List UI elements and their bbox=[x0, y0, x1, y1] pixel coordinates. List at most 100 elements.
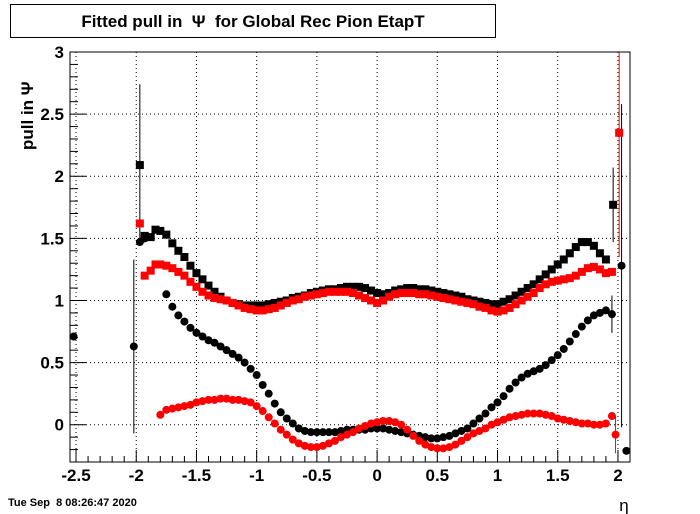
plot-frame bbox=[69, 51, 631, 463]
data-point-square bbox=[156, 260, 165, 269]
data-point-circle bbox=[511, 412, 520, 421]
data-point-circle bbox=[433, 444, 442, 453]
data-point-circle bbox=[192, 398, 201, 407]
data-point-circle bbox=[601, 306, 610, 315]
data-point-square bbox=[451, 291, 460, 300]
data-point-square bbox=[433, 287, 442, 296]
data-point-circle bbox=[174, 403, 183, 412]
data-point-circle bbox=[385, 425, 394, 434]
data-point-circle bbox=[312, 428, 321, 437]
data-point-circle bbox=[222, 346, 231, 355]
data-point-circle bbox=[517, 373, 526, 382]
data-point-circle bbox=[162, 405, 171, 414]
data-point-square bbox=[276, 301, 285, 310]
data-point-square bbox=[451, 296, 460, 305]
data-point-circle bbox=[583, 316, 592, 325]
data-point-square bbox=[355, 291, 364, 300]
data-point-square bbox=[595, 249, 604, 258]
data-point-circle bbox=[541, 410, 550, 419]
data-point-circle bbox=[565, 417, 574, 425]
data-point-circle bbox=[445, 443, 454, 452]
data-point-circle bbox=[140, 234, 149, 243]
data-point-circle bbox=[469, 429, 478, 438]
data-point-square bbox=[541, 270, 550, 279]
data-point-circle bbox=[180, 402, 189, 411]
data-point-square bbox=[306, 291, 315, 300]
x-tick-label: 2 bbox=[613, 466, 622, 485]
data-point-circle bbox=[523, 409, 532, 418]
data-point-circle bbox=[463, 424, 472, 433]
data-point-circle bbox=[559, 344, 568, 353]
data-point-square bbox=[589, 262, 598, 271]
data-point-square bbox=[463, 298, 472, 307]
data-point-circle bbox=[523, 369, 532, 378]
data-point-square bbox=[571, 243, 580, 252]
data-point-square bbox=[270, 298, 279, 307]
data-point-square bbox=[583, 264, 592, 273]
data-point-circle bbox=[246, 398, 255, 407]
x-tick-label: 1.5 bbox=[546, 466, 570, 485]
data-point-square bbox=[186, 261, 195, 270]
data-point-circle bbox=[318, 428, 327, 437]
data-point-circle bbox=[336, 426, 345, 435]
data-point-square bbox=[228, 298, 237, 307]
data-point-square bbox=[553, 276, 562, 285]
data-point-circle bbox=[180, 317, 189, 326]
data-point-circle bbox=[264, 389, 273, 398]
data-point-square bbox=[146, 266, 155, 275]
data-point-square bbox=[373, 289, 382, 298]
data-point-square bbox=[415, 290, 424, 299]
data-point-circle bbox=[234, 395, 243, 404]
data-point-circle bbox=[529, 367, 538, 376]
data-point-square bbox=[349, 282, 358, 291]
data-point-circle bbox=[421, 433, 430, 442]
data-point-square bbox=[505, 295, 514, 304]
data-point-circle bbox=[355, 424, 364, 433]
data-point-square bbox=[174, 246, 183, 255]
data-point-square bbox=[421, 290, 430, 299]
data-point-square bbox=[135, 219, 144, 228]
data-point-square bbox=[246, 305, 255, 314]
data-point-circle bbox=[421, 440, 430, 449]
data-point-circle bbox=[601, 419, 610, 428]
data-point-circle bbox=[234, 353, 243, 362]
data-point-square bbox=[204, 281, 213, 290]
data-point-square bbox=[529, 289, 538, 298]
x-tick-label: -1 bbox=[249, 466, 264, 485]
data-point-square bbox=[312, 290, 321, 299]
data-point-circle bbox=[493, 418, 502, 427]
data-point-circle bbox=[505, 413, 514, 422]
data-point-square bbox=[135, 161, 144, 170]
data-point-square bbox=[361, 284, 370, 293]
data-point-circle bbox=[252, 371, 261, 380]
data-point-circle bbox=[505, 384, 514, 393]
data-point-square bbox=[162, 261, 171, 270]
data-point-circle bbox=[607, 412, 616, 421]
data-point-square bbox=[457, 297, 466, 306]
data-point-square bbox=[559, 255, 568, 264]
data-point-square bbox=[439, 294, 448, 302]
data-point-circle bbox=[553, 351, 562, 360]
data-point-circle bbox=[216, 394, 225, 403]
data-point-square bbox=[252, 306, 261, 315]
data-point-circle bbox=[451, 429, 460, 438]
data-point-square bbox=[481, 298, 490, 307]
data-point-circle bbox=[529, 409, 538, 418]
data-point-square bbox=[577, 267, 586, 276]
data-point-circle bbox=[252, 402, 261, 411]
data-point-circle bbox=[276, 408, 285, 417]
data-point-circle bbox=[439, 444, 448, 453]
data-point-circle bbox=[481, 409, 490, 418]
data-point-circle bbox=[547, 412, 556, 421]
data-point-square bbox=[180, 271, 189, 280]
data-point-circle bbox=[294, 424, 303, 433]
data-point-circle bbox=[324, 439, 333, 448]
data-point-circle bbox=[571, 330, 580, 339]
data-point-circle bbox=[349, 428, 358, 437]
data-point-square bbox=[379, 296, 388, 305]
data-point-circle bbox=[282, 430, 291, 439]
data-point-circle bbox=[240, 358, 249, 367]
data-point-circle bbox=[565, 337, 574, 346]
data-point-circle bbox=[300, 426, 309, 435]
data-point-circle bbox=[457, 436, 466, 445]
